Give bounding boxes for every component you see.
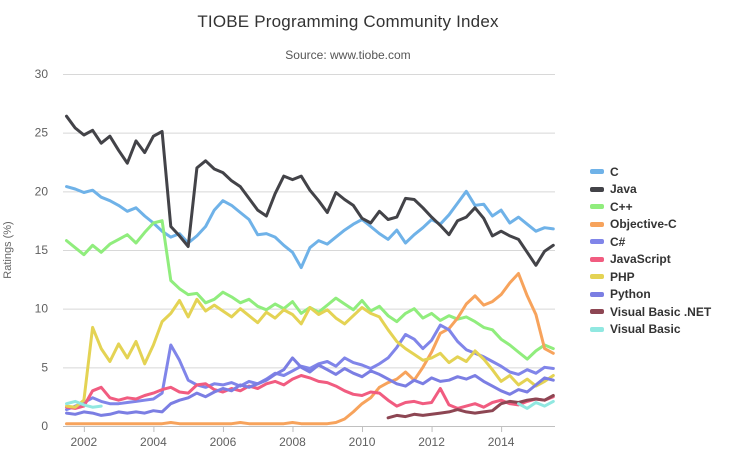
x-tick-label-2010: 2010	[349, 435, 376, 449]
x-tick-label-2014: 2014	[488, 435, 515, 449]
legend-label: C	[610, 164, 619, 179]
series-line-visual-basic-net[interactable]	[386, 394, 555, 420]
legend-swatch-python	[590, 291, 604, 297]
y-tick-label-5: 5	[41, 360, 48, 374]
legend-label: C++	[610, 199, 633, 214]
legend-label: Visual Basic .NET	[610, 304, 712, 319]
legend-item-visual-basic[interactable]: Visual Basic	[590, 321, 711, 339]
legend-swatch-cpp	[590, 204, 604, 210]
series-line-python[interactable]	[65, 356, 555, 417]
legend-label: Java	[610, 182, 637, 197]
series-line-php[interactable]	[65, 297, 555, 409]
y-tick-label-30: 30	[35, 67, 49, 81]
series-line-c-[interactable]	[65, 219, 555, 361]
chart-subtitle: Source: www.tiobe.com	[285, 48, 411, 62]
x-tick-label-2012: 2012	[418, 435, 445, 449]
y-tick-label-15: 15	[35, 243, 49, 257]
legend-label: Python	[610, 287, 651, 302]
legend-swatch-javascript	[590, 256, 604, 262]
legend-swatch-java	[590, 186, 604, 192]
legend-item-c[interactable]: C	[590, 163, 711, 181]
legend: C Java C++ Objective-C C# JavaScript PHP…	[590, 163, 711, 338]
x-tick-label-2008: 2008	[279, 435, 306, 449]
legend-swatch-php	[590, 274, 604, 280]
x-tick-label-2004: 2004	[140, 435, 167, 449]
legend-item-java[interactable]: Java	[590, 181, 711, 199]
series-line-objective-c[interactable]	[65, 272, 555, 426]
x-tick-label-2006: 2006	[210, 435, 237, 449]
legend-swatch-csharp	[590, 239, 604, 245]
series-line-javascript[interactable]	[65, 374, 555, 410]
chart-title: TIOBE Programming Community Index	[197, 12, 499, 31]
legend-item-objective-c[interactable]: Objective-C	[590, 216, 711, 234]
legend-label: PHP	[610, 269, 635, 284]
legend-label: Visual Basic	[610, 322, 681, 337]
legend-item-vb-net[interactable]: Visual Basic .NET	[590, 303, 711, 321]
legend-label: JavaScript	[610, 252, 671, 267]
legend-item-php[interactable]: PHP	[590, 268, 711, 286]
legend-swatch-vb-net	[590, 309, 604, 315]
legend-item-python[interactable]: Python	[590, 286, 711, 304]
series-line-java[interactable]	[65, 114, 555, 267]
legend-label: Objective-C	[610, 217, 677, 232]
legend-swatch-objective-c	[590, 221, 604, 227]
legend-item-javascript[interactable]: JavaScript	[590, 251, 711, 269]
legend-item-cpp[interactable]: C++	[590, 198, 711, 216]
legend-item-csharp[interactable]: C#	[590, 233, 711, 251]
y-tick-label-10: 10	[35, 302, 49, 316]
legend-swatch-visual-basic	[590, 326, 604, 332]
y-tick-label-20: 20	[35, 184, 49, 198]
x-tick-label-2002: 2002	[71, 435, 98, 449]
series-line-visual-basic[interactable]	[65, 399, 555, 410]
legend-label: C#	[610, 234, 626, 249]
series-line-c[interactable]	[65, 185, 555, 270]
legend-swatch-c	[590, 169, 604, 175]
y-tick-label-0: 0	[41, 419, 48, 433]
y-tick-label-25: 25	[35, 126, 49, 140]
